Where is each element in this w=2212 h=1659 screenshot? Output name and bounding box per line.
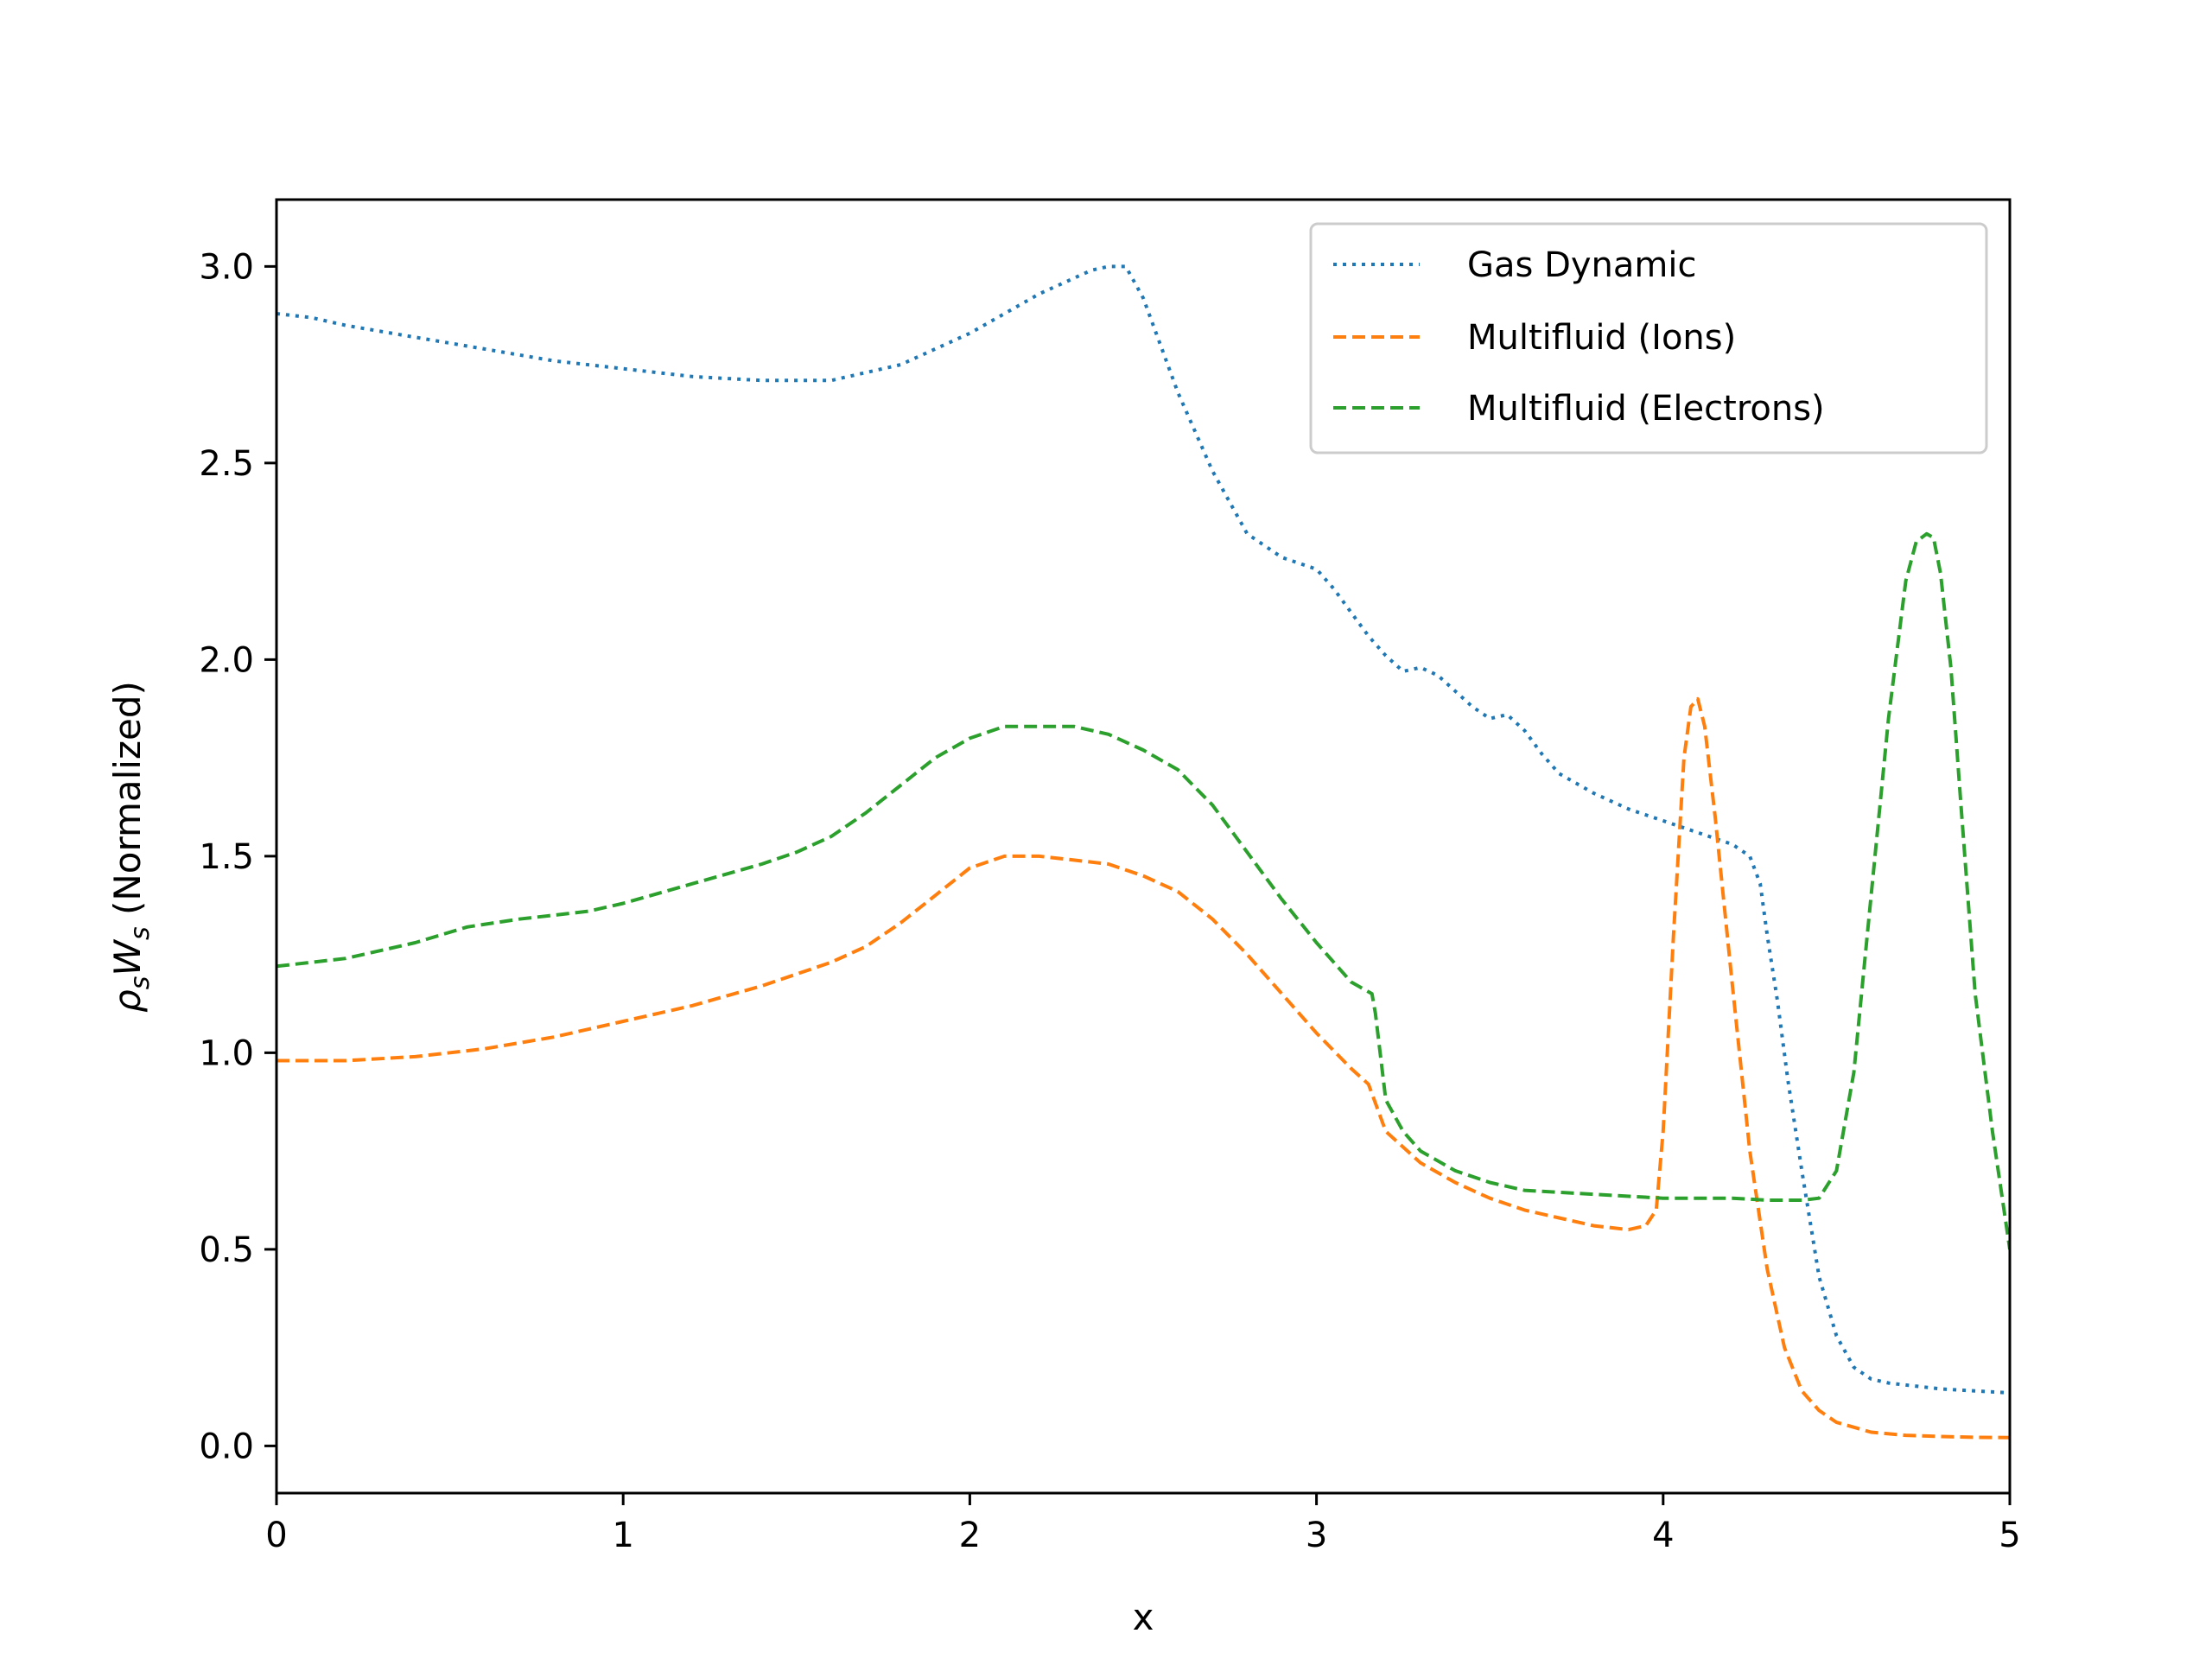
x-tick-label: 4 xyxy=(1652,1516,1674,1555)
y-label-rest: (Normalized) xyxy=(106,681,149,926)
x-tick-label: 1 xyxy=(612,1516,633,1555)
y-axis-ticks: 0.0 0.5 1.0 1.5 2.0 2.5 3.0 xyxy=(199,247,276,1466)
legend-box xyxy=(1309,222,1988,454)
legend-label-gas-dynamic: Gas Dynamic xyxy=(1467,245,1696,285)
x-tick-label: 5 xyxy=(1999,1516,2020,1555)
x-tick-label: 3 xyxy=(1306,1516,1327,1555)
series-line-1 xyxy=(276,696,2010,1440)
x-axis-ticks: 0 1 2 3 4 5 xyxy=(265,1493,2021,1555)
legend: Gas Dynamic Multifluid (Ions) Multifluid… xyxy=(1309,222,1988,454)
plot-frame xyxy=(275,198,2012,1495)
y-tick-label: 1.0 xyxy=(199,1033,254,1073)
legend-label-ions: Multifluid (Ions) xyxy=(1467,318,1736,358)
x-tick-label: 0 xyxy=(265,1516,287,1555)
y-label-rho-sub: s xyxy=(125,976,156,990)
y-label-rho: ρ xyxy=(106,989,149,1013)
y-tick-label: 3.0 xyxy=(199,247,254,287)
y-tick-label: 2.5 xyxy=(199,444,254,484)
x-tick-label: 2 xyxy=(959,1516,981,1555)
y-tick-label: 2.0 xyxy=(199,640,254,680)
y-label-w-sub: s xyxy=(125,926,156,940)
legend-label-electrons: Multifluid (Electrons) xyxy=(1467,389,1825,429)
y-tick-label: 0.5 xyxy=(199,1230,254,1270)
y-label-w: W xyxy=(106,939,149,976)
series-layer xyxy=(276,264,2010,1440)
y-axis-label: ρsWs (Normalized) xyxy=(106,681,156,1013)
y-tick-label: 1.5 xyxy=(199,837,254,877)
y-tick-label: 0.0 xyxy=(199,1427,254,1466)
x-axis-label: x xyxy=(1133,1596,1154,1638)
